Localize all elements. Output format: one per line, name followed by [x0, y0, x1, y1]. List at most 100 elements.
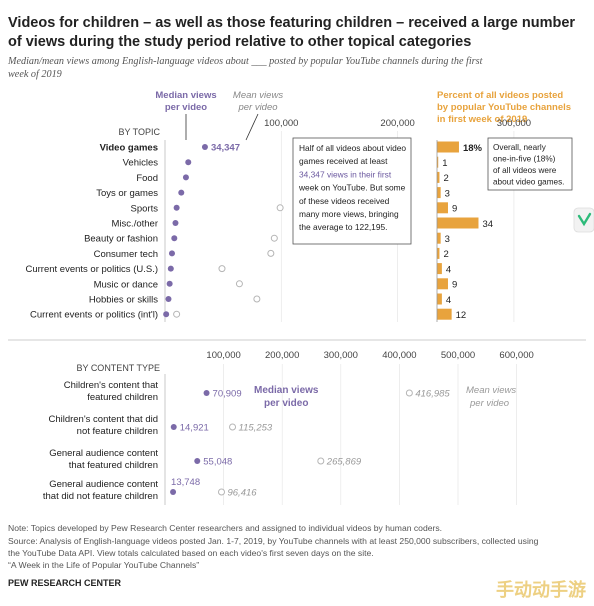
watermark-text: 手动动手游: [496, 579, 586, 601]
topic-median-point: [165, 296, 172, 302]
topic-mean-point: [270, 234, 278, 242]
topic-annotation-line: 34,347 views in their first: [299, 169, 392, 179]
topic-median-point: [182, 174, 189, 181]
bar-annotation-line: about video games.: [493, 178, 564, 187]
topic-median-point: [173, 204, 180, 211]
section-label-topic: BY TOPIC: [118, 127, 160, 137]
content-type-median-value-label: 55,048: [203, 457, 232, 468]
content-type-category-label: Children's content that: [64, 380, 159, 391]
topic-median-value-label: 34,347: [211, 143, 240, 154]
topic-category-label: Beauty or fashion: [84, 234, 158, 245]
topic-category-label: Hobbies or skills: [89, 295, 158, 306]
topic-annotation-line: many more views, bringing: [299, 209, 399, 219]
topic-bar-label: 18%: [463, 143, 483, 154]
topic-annotation: Half of all videos about video games rece…: [298, 143, 406, 232]
topic-bar-label: 9: [452, 204, 457, 215]
topic-median-point: [171, 235, 178, 242]
content-type-mean-point: [317, 457, 325, 465]
content-type-median-point: [194, 458, 201, 464]
topic-bar: [437, 202, 448, 214]
topic-annotation-line: Half of all videos about video: [299, 143, 406, 153]
legend-mean-line2: per video: [237, 102, 277, 113]
topic-x-tick-label: 100,000: [264, 118, 298, 129]
chart-title-line1: Videos for children – as well as those f…: [8, 15, 575, 31]
topic-mean-point: [276, 204, 284, 212]
topic-category-label: Consumer tech: [94, 249, 158, 260]
topic-mean-point: [267, 249, 275, 257]
topic-bar: [437, 263, 442, 275]
content-type-x-tick-label: 200,000: [265, 350, 299, 361]
topic-mean-point: [173, 310, 181, 318]
content-type-category-label: that did not feature children: [43, 491, 158, 502]
topic-bar-label: 3: [445, 234, 450, 245]
topic-annotation-line: the average to 122,195.: [299, 222, 387, 232]
topic-bar: [437, 232, 441, 244]
topic-category-label: Misc./other: [112, 219, 158, 230]
section-label-content-type: BY CONTENT TYPE: [76, 363, 160, 373]
chart-subtitle-line2: week of 2019: [8, 69, 62, 80]
topic-category-label: Sports: [131, 203, 159, 214]
topic-annotation-line: of these videos received: [299, 196, 390, 206]
topic-bar: [437, 278, 448, 290]
source-line1: Source: Analysis of English-language vid…: [8, 536, 539, 546]
topic-category-label: Current events or politics (U.S.): [25, 264, 158, 275]
content-type-mean-point: [229, 423, 237, 431]
content-type-x-tick-label: 400,000: [382, 350, 416, 361]
legend-mean-line1: Mean views: [233, 90, 283, 101]
topic-bar-label: 1: [442, 158, 447, 169]
topic-bar-label: 34: [482, 219, 493, 230]
source-line3: “A Week in the Life of Popular YouTube C…: [8, 560, 199, 570]
bar-annotation-line: one-in-five (18%): [493, 155, 556, 164]
ct-legend-mean-line2: per video: [469, 398, 509, 409]
topic-bar: [437, 141, 459, 153]
source-line2: the YouTube Data API. View totals calcul…: [8, 548, 374, 558]
legend-median-line1: Median views: [155, 90, 216, 101]
content-type-mean-value-label: 115,253: [239, 423, 273, 434]
topic-bar: [437, 308, 452, 320]
content-type-category-label: not feature children: [77, 426, 158, 437]
content-type-mean-point: [405, 389, 413, 397]
chart-subtitle-line1: Median/mean views among English-language…: [7, 56, 484, 67]
content-type-median-point: [170, 489, 177, 495]
topic-mean-point: [218, 265, 226, 273]
bar-annotation: Overall, nearly one-in-five (18%) of all v…: [493, 143, 564, 187]
content-type-mean-value-label: 416,985: [415, 389, 450, 400]
topic-median-point: [168, 250, 175, 257]
content-type-gridlines: [223, 364, 517, 505]
topic-mean-point: [235, 280, 243, 288]
content-type-category-label: that featured children: [69, 460, 158, 471]
topic-bar: [437, 247, 440, 259]
topic-category-label: Vehicles: [123, 158, 159, 169]
note-line: Note: Topics developed by Pew Research C…: [8, 523, 442, 533]
content-type-x-tick-label: 500,000: [441, 350, 475, 361]
legend-median-line2: per video: [165, 102, 207, 113]
topic-x-tick-label: 200,000: [380, 118, 414, 129]
topic-median-point: [167, 265, 174, 272]
topic-annotation-box: [292, 137, 412, 245]
content-type-mean-value-label: 265,869: [326, 457, 362, 468]
bar-annotation-line: of all videos were: [493, 166, 557, 175]
topic-category-label: Video games: [100, 143, 158, 154]
content-type-median-point: [170, 424, 177, 430]
topic-median-point: [172, 220, 179, 226]
content-type-median-point: [203, 390, 210, 396]
content-type-median-value-label: 14,921: [180, 423, 209, 434]
side-badge-icon: [573, 207, 594, 233]
topic-median-point: [178, 189, 185, 196]
topic-category-label: Current events or politics (int'l): [30, 310, 158, 321]
chart-title-line2: of views during the study period relativ…: [8, 34, 471, 50]
content-type-mean-point: [217, 488, 225, 496]
content-type-x-ticks: 100,000 200,000 300,000 400,000 500,000 600,0…: [206, 350, 533, 361]
topic-bar: [437, 171, 440, 183]
topic-median-point: [201, 144, 208, 150]
content-type-x-tick-label: 300,000: [324, 350, 358, 361]
topic-annotation-line: games received at least: [299, 156, 388, 166]
content-type-category-label: General audience content: [49, 479, 158, 490]
topic-bar-label: 2: [443, 173, 448, 184]
content-type-category-label: General audience content: [49, 448, 158, 459]
topic-bar-label: 9: [452, 280, 457, 291]
